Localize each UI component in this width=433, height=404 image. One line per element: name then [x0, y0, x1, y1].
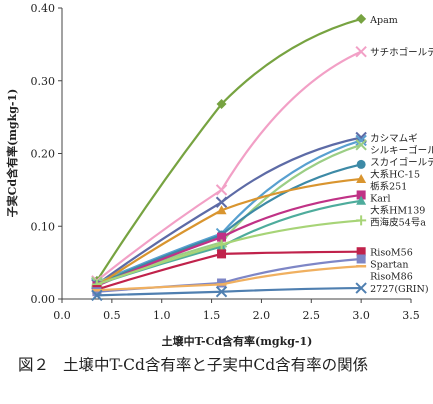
data-point — [216, 239, 227, 250]
series-line — [96, 50, 362, 282]
series — [92, 190, 366, 291]
y-ticks: 0.00 0.10 0.20 0.30 0.40 — [31, 2, 62, 306]
data-point — [92, 287, 102, 297]
x-tick-label: 2.5 — [303, 309, 321, 322]
x-tick-label: 3.5 — [402, 309, 420, 322]
series-labels: Apam サチホゴールデンカシマムギシルキーゴールデンスカイゴールデン大系HC-1… — [369, 15, 433, 295]
data-point — [356, 173, 367, 183]
data-point — [355, 134, 367, 147]
series — [91, 139, 367, 288]
series-label: Apam — [369, 15, 398, 26]
data-point — [356, 190, 366, 200]
x-tick-label: 3.0 — [352, 309, 370, 322]
x-tick-label: 1.5 — [203, 309, 221, 322]
series-label: RisoM56 — [370, 248, 413, 259]
series-label: シルキーゴールデン — [370, 144, 433, 156]
x-tick-label: 0.5 — [103, 309, 121, 322]
figure-caption: 図２ 土壌中T-Cd含有率と子実中Cd含有率の関係 — [18, 354, 428, 376]
series-line — [96, 143, 362, 284]
data-point — [356, 247, 366, 257]
x-axis-title: 土壌中T-Cd含有率(mgkg-1) — [162, 334, 313, 348]
data-point — [215, 286, 228, 298]
series — [91, 265, 367, 292]
series-label: スカイゴールデン — [370, 156, 433, 168]
data-point — [216, 99, 227, 110]
y-tick-label: 0.00 — [31, 293, 56, 306]
y-tick-label: 0.20 — [31, 148, 56, 161]
series — [91, 45, 367, 287]
data-point — [356, 215, 367, 226]
data-point — [91, 289, 103, 302]
series-label: Spartan — [370, 260, 408, 271]
series-line — [96, 257, 362, 293]
x-tick-label: 1.0 — [153, 309, 171, 322]
series-group — [91, 13, 367, 302]
data-point — [216, 205, 227, 215]
plot-area: 0.00 0.10 0.20 0.30 0.40 0.0 0.5 1.0 1.5 2.0 2.5 3… — [31, 2, 433, 322]
series-label: RisoM86 — [370, 272, 413, 283]
series — [91, 13, 367, 286]
data-point — [356, 254, 366, 264]
series-label: 大系HC-15 — [370, 168, 420, 180]
series — [91, 282, 367, 302]
data-point — [356, 159, 366, 169]
data-point — [355, 45, 367, 58]
series-label: 西海皮54号a — [370, 216, 426, 228]
y-tick-label: 0.40 — [31, 2, 56, 15]
data-point — [356, 13, 367, 24]
y-axis-title: 子実Cd含有率(mgkg-1) — [5, 89, 19, 218]
series-label: Karl — [370, 193, 390, 204]
chart: 0.00 0.10 0.20 0.30 0.40 0.0 0.5 1.0 1.5 2.0 2.5 3… — [5, 2, 433, 348]
figure-number: 図２ — [18, 356, 50, 374]
figure-caption-text: 土壌中T-Cd含有率と子実中Cd含有率の関係 — [63, 356, 369, 374]
series — [92, 254, 366, 297]
data-point — [355, 139, 367, 151]
x-tick-label: 2.0 — [253, 309, 271, 322]
series-label: カシマムギ — [370, 133, 418, 144]
data-point — [355, 282, 367, 294]
series-label: サチホゴールデン — [370, 47, 433, 59]
data-point — [217, 278, 227, 288]
data-point — [217, 232, 227, 242]
x-ticks: 0.0 0.5 1.0 1.5 2.0 2.5 3.0 3.5 — [53, 299, 420, 322]
series — [91, 131, 367, 291]
data-point — [215, 196, 228, 208]
series-label: 2727(GRIN) — [370, 284, 428, 295]
y-tick-label: 0.30 — [31, 75, 56, 88]
data-point — [215, 184, 228, 196]
data-point — [356, 195, 367, 205]
series-label: 大系HM139 — [370, 204, 425, 216]
y-tick-label: 0.10 — [31, 220, 56, 233]
x-tick-label: 0.0 — [53, 309, 71, 322]
data-point — [217, 249, 227, 259]
series-label: 栃系251 — [370, 180, 407, 192]
